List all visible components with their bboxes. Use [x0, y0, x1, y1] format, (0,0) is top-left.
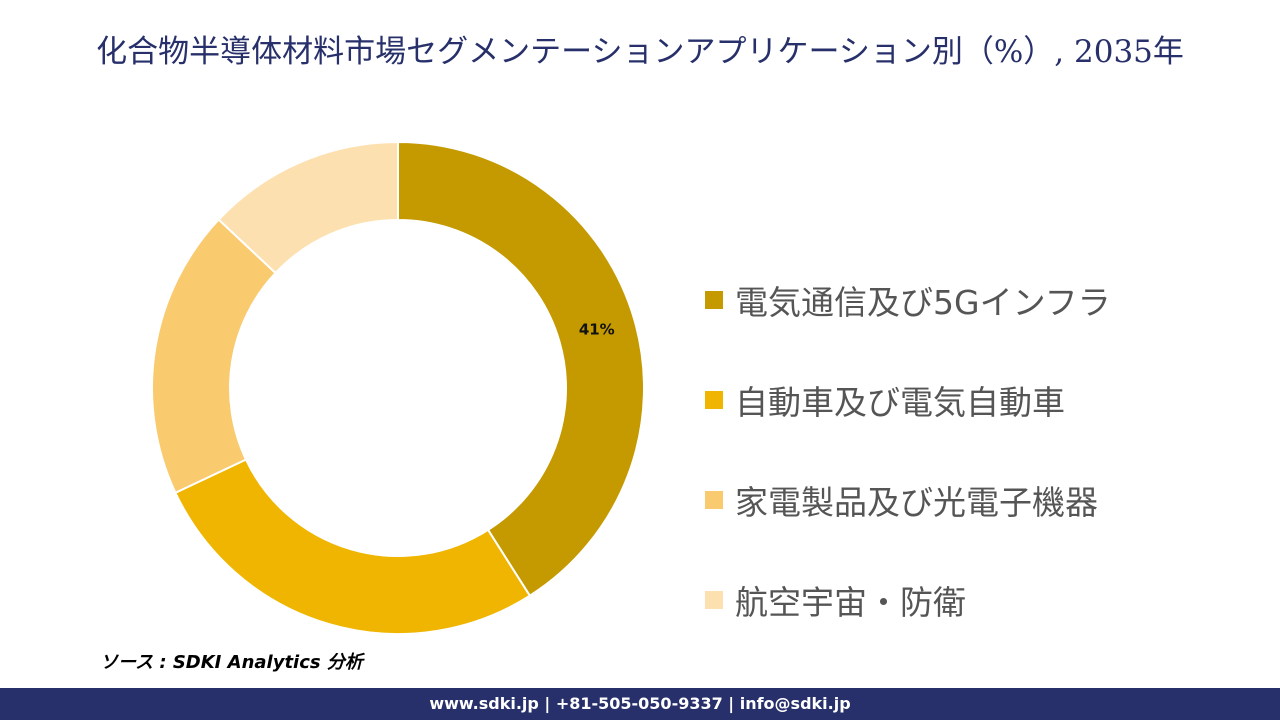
legend-item: 航空宇宙・防衛 [705, 550, 1111, 650]
legend-label: 家電製品及び光電子機器 [735, 483, 1098, 522]
legend-label: 電気通信及び5Gインフラ [735, 283, 1111, 322]
donut-segment [217, 140, 399, 275]
source: ソース : SDKI Analytics 分析 [100, 652, 363, 673]
legend-swatch [705, 391, 723, 409]
donut-segment [174, 458, 532, 635]
donut-segment [151, 218, 277, 495]
legend-swatch [705, 291, 723, 309]
donut-segment [397, 140, 645, 598]
legend-label: 自動車及び電気自動車 [735, 383, 1065, 422]
legend-swatch [705, 491, 723, 509]
data-label: 41% [579, 321, 615, 339]
footer: www.sdki.jp | +81-505-050-9337 | info@sd… [0, 688, 1280, 720]
legend-swatch [705, 591, 723, 609]
chart-title: 化合物半導体材料市場セグメンテーションアプリケーション別（%）, 2035年 [96, 34, 1184, 70]
legend-item: 電気通信及び5Gインフラ [705, 250, 1111, 350]
legend-item: 家電製品及び光電子機器 [705, 450, 1111, 550]
legend: 電気通信及び5Gインフラ 自動車及び電気自動車 家電製品及び光電子機器 航空宇宙・防衛 [705, 250, 1111, 650]
legend-item: 自動車及び電気自動車 [705, 350, 1111, 450]
legend-label: 航空宇宙・防衛 [735, 583, 966, 622]
